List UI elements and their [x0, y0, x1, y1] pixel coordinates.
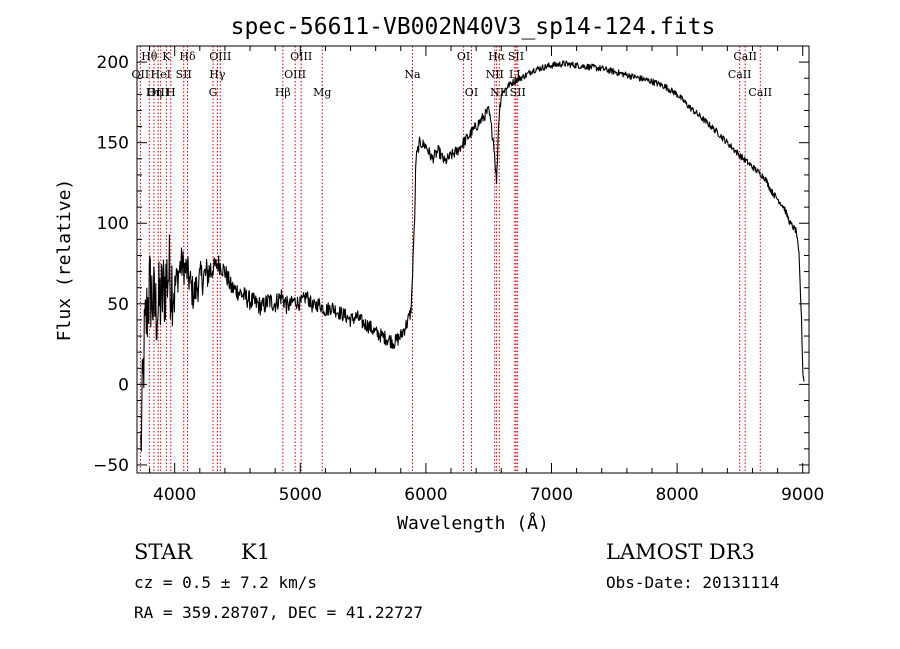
y-tick-label: 0 — [118, 375, 129, 395]
y-tick-label: 50 — [107, 295, 129, 315]
spectral-line-markers — [139, 46, 761, 473]
x-tick-label: 8000 — [655, 485, 698, 505]
y-tick-label: 200 — [97, 53, 129, 73]
spectral-line-label: SII — [508, 50, 524, 63]
spectral-line-label: Na — [404, 68, 421, 81]
spectrum-line — [140, 60, 805, 452]
spectral-line-label: CaII — [728, 68, 752, 81]
spectral-line-label: CaII — [748, 86, 772, 99]
y-axis-label: Flux (relative) — [54, 179, 75, 342]
spectral-line-label: Hθ — [141, 50, 158, 63]
x-tick-label: 4000 — [153, 485, 196, 505]
spectral-line-label: OIII — [290, 50, 312, 63]
spectral-line-label: HeI — [151, 68, 171, 81]
x-tick-label: 5000 — [279, 485, 322, 505]
y-tick-label: 100 — [97, 214, 129, 234]
spectral-line-label: OI — [465, 86, 478, 99]
spectral-line-label: NII — [486, 68, 504, 81]
spectral-line-label: Hα — [488, 50, 506, 63]
spectral-line-label: G — [209, 86, 218, 99]
plot-frame — [136, 45, 810, 474]
x-tick-label: 6000 — [404, 485, 447, 505]
observation-date: Obs-Date: 20131114 — [606, 573, 779, 592]
spectral-line-label: OIII — [147, 86, 169, 99]
spectral-line-label: CaII — [733, 50, 757, 63]
spectral-line-label: OIII — [284, 68, 306, 81]
spectral-line-label: Hβ — [275, 86, 291, 99]
spectral-line-label: H — [166, 86, 176, 99]
spectral-line-label: OIII — [209, 50, 231, 63]
redshift-cz: cz = 0.5 ± 7.2 km/s — [134, 573, 317, 592]
spectral-line-label: Hγ — [209, 68, 226, 81]
spectral-line-label: Mg — [313, 86, 331, 99]
object-subclass: K1 — [241, 540, 270, 564]
x-tick-label: 9000 — [781, 485, 824, 505]
object-class: STAR — [134, 540, 193, 564]
x-tick-label: 7000 — [530, 485, 573, 505]
chart-title: spec-56611-VB002N40V3_sp14-124.fits — [231, 14, 716, 40]
spectral-line-label: NII — [490, 86, 508, 99]
y-tick-label: 150 — [97, 134, 129, 154]
spectral-line-label: OII — [132, 68, 150, 81]
ra-dec-coordinates: RA = 359.28707, DEC = 41.22727 — [134, 603, 423, 622]
spectral-line-label: SII — [176, 68, 192, 81]
x-axis: 4000 5000 6000 7000 8000 9000 — [149, 46, 824, 505]
y-tick-label: −50 — [93, 456, 129, 476]
spectral-line-label: SII — [510, 86, 526, 99]
spectral-line-label: Hδ — [179, 50, 196, 63]
x-axis-label: Wavelength (Å) — [397, 512, 549, 534]
spectral-line-label: Hη — [146, 86, 162, 99]
spectral-line-label: LI — [509, 68, 521, 81]
survey-name: LAMOST DR3 — [606, 540, 755, 564]
spectral-line-label: K — [162, 50, 171, 63]
spectral-line-label: OI — [457, 50, 470, 63]
y-axis: −50 0 50 100 150 200 — [93, 53, 809, 476]
